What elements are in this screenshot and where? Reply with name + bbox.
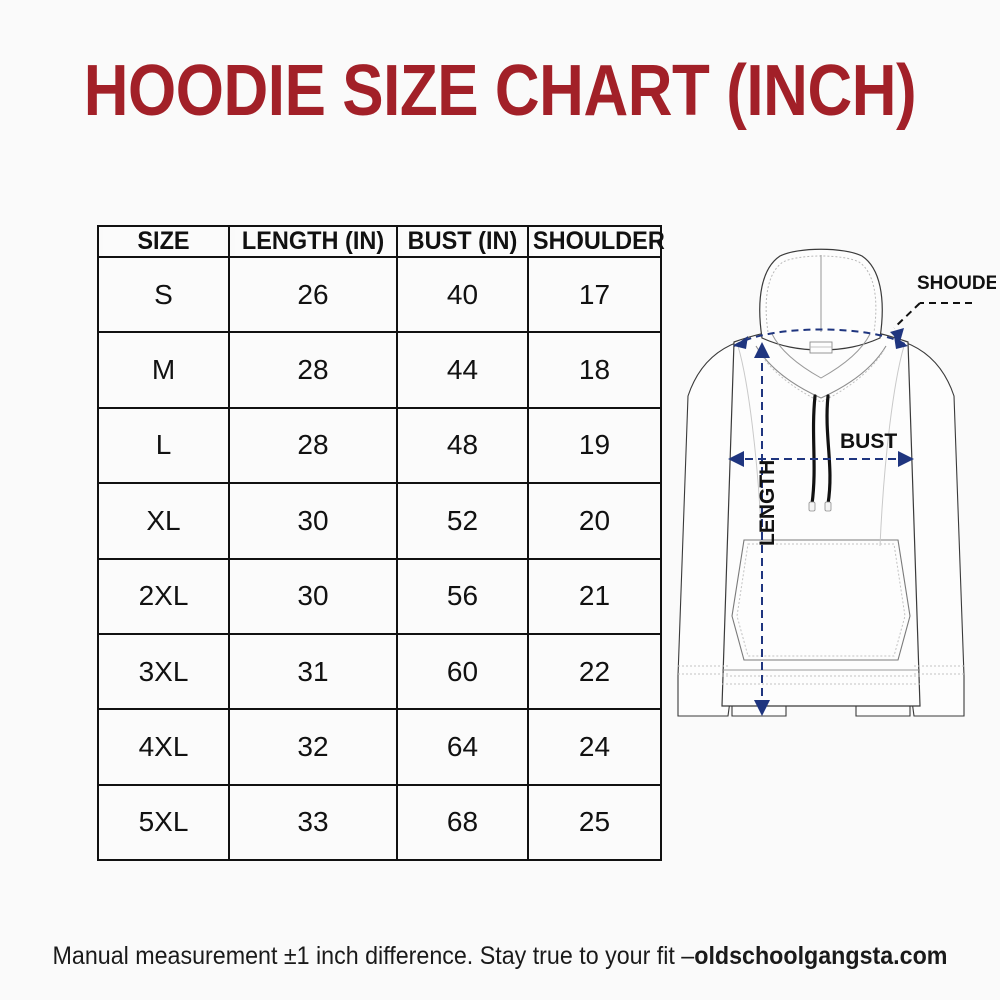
table-row: 2XL 30 56 21 [97,557,662,635]
cell-shoulder: 22 [527,632,662,711]
length-label: LENGTH [756,460,779,546]
cell-size: 2XL [97,557,230,635]
table-row: 3XL 31 60 22 [97,632,662,711]
footer-note: Manual measurement ±1 inch difference. S… [35,942,965,971]
hem-ribbing [678,665,964,685]
cell-bust: 64 [396,708,529,786]
cell-bust: 60 [396,632,529,711]
hood-shape [755,248,887,403]
bust-label: BUST [840,430,897,453]
cell-bust: 44 [396,331,529,409]
table-row: M 28 44 18 [97,331,662,409]
cell-bust: 68 [396,783,529,862]
table-row: S 26 40 17 [97,255,662,334]
hoodie-diagram: SHOUDER BUST LENGTH [676,246,996,746]
cell-size: XL [97,482,230,560]
table-row: 5XL 33 68 25 [97,783,662,862]
cell-shoulder: 25 [527,783,662,862]
column-header-bust: BUST (IN) [399,225,526,258]
drawstring [808,394,832,512]
page-title: HOODIE SIZE CHART (INCH) [83,51,917,131]
column-header-length: LENGTH (IN) [233,225,393,258]
cell-size: S [97,255,230,334]
table-row: L 28 48 19 [97,406,662,485]
length-measure-line [754,342,770,716]
column-header-shoulder: SHOULDER [531,225,665,258]
website-link[interactable]: oldschoolgangsta.com [694,942,948,970]
column-header-size: SIZE [100,225,227,258]
cell-size: L [97,406,230,485]
cell-bust: 48 [396,406,529,485]
hoodie-illustration-svg: SHOUDER BUST LENGTH [677,248,996,717]
measurement-disclaimer: Manual measurement ±1 inch difference. S… [52,942,695,970]
shoulder-label: SHOUDER [917,273,996,294]
table-row: 4XL 32 64 24 [97,708,662,786]
cell-length: 31 [228,632,398,711]
cell-length: 32 [228,708,398,786]
table-header-row: SIZE LENGTH (IN) BUST (IN) SHOULDER [98,225,665,258]
shoulder-seam [737,345,905,547]
cell-length: 30 [228,482,398,560]
cell-shoulder: 21 [527,557,662,635]
shoulder-leader-line [890,302,972,342]
cell-size: 3XL [97,632,230,711]
cell-shoulder: 18 [527,331,662,409]
cell-length: 28 [228,406,398,485]
cell-bust: 52 [396,482,529,560]
cell-bust: 56 [396,557,529,635]
cell-size: 4XL [97,708,230,786]
cell-shoulder: 20 [527,482,662,560]
cell-length: 30 [228,557,398,635]
kangaroo-pocket [731,539,911,661]
cell-size: 5XL [97,783,230,862]
cell-shoulder: 24 [527,708,662,786]
size-table: SIZE LENGTH (IN) BUST (IN) SHOULDER S 26… [97,225,665,862]
cell-bust: 40 [396,255,529,334]
cell-length: 33 [228,783,398,862]
cell-length: 28 [228,331,398,409]
cell-shoulder: 19 [527,406,662,485]
size-table-container: SIZE LENGTH (IN) BUST (IN) SHOULDER S 26… [97,225,665,862]
cell-size: M [97,331,230,409]
cell-shoulder: 17 [527,255,662,334]
table-row: XL 30 52 20 [97,482,662,560]
cell-length: 26 [228,255,398,334]
